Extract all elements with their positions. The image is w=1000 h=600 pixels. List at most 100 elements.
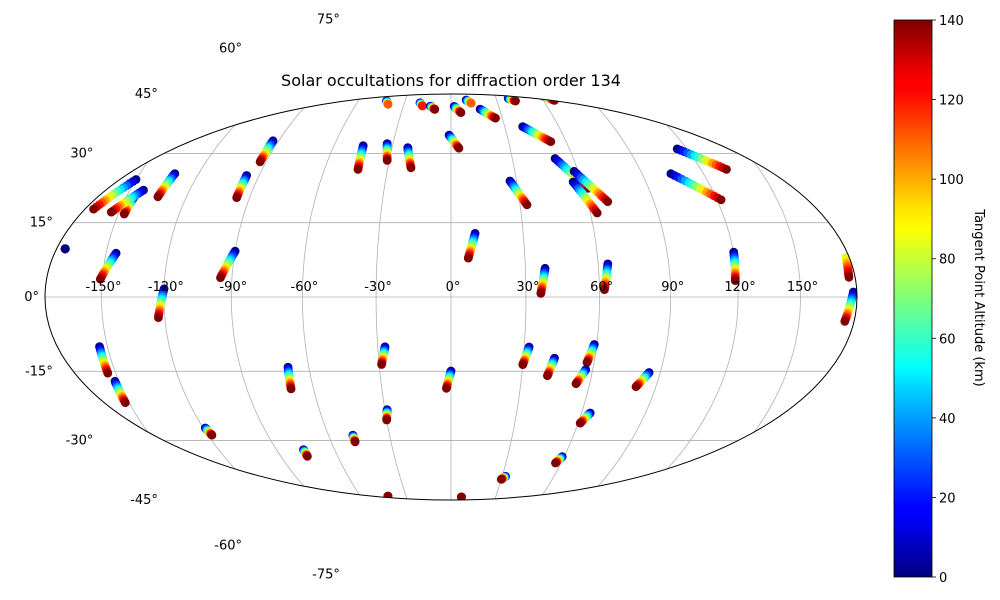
- track-point: [346, 495, 356, 500]
- occultation-track: [496, 471, 510, 484]
- track-point: [844, 272, 854, 282]
- track-point: [307, 94, 316, 99]
- track-point: [119, 209, 129, 219]
- track-point: [137, 437, 146, 447]
- track-point: [543, 371, 552, 381]
- track-point: [170, 462, 180, 472]
- track-point: [632, 106, 642, 116]
- colorbar-gradient: [893, 19, 933, 578]
- track-point: [466, 98, 476, 108]
- colorbar-tick-label: 100: [939, 173, 964, 188]
- track-point: [585, 94, 595, 99]
- track-point: [173, 464, 183, 474]
- track-point: [120, 161, 129, 171]
- track-point: [173, 464, 183, 474]
- track-point: [456, 108, 466, 117]
- track-point: [346, 495, 356, 500]
- track-point: [346, 495, 356, 500]
- track-point: [96, 180, 106, 190]
- track-point: [575, 418, 585, 428]
- track-point: [346, 495, 356, 500]
- track-point: [635, 107, 645, 117]
- track-point: [346, 495, 356, 500]
- track-point: [143, 444, 153, 454]
- track-point: [602, 96, 612, 106]
- track-point: [582, 94, 592, 98]
- track-point: [170, 461, 179, 471]
- track-point: [353, 165, 363, 174]
- occultation-track: [457, 492, 466, 500]
- track-point: [722, 165, 731, 174]
- track-point: [169, 461, 179, 471]
- track-point: [167, 459, 177, 469]
- occultation-track: [505, 176, 532, 210]
- track-point: [536, 289, 546, 298]
- track-point: [308, 94, 318, 98]
- track-point: [154, 313, 163, 322]
- occultation-track: [841, 253, 854, 282]
- occultation-track: [537, 94, 559, 105]
- track-point: [89, 204, 98, 214]
- track-point: [136, 437, 146, 446]
- colorbar-tick-label: 120: [939, 94, 964, 109]
- track-point: [623, 103, 633, 113]
- track-point: [333, 501, 342, 510]
- track-point: [520, 94, 530, 98]
- map-boundary: [44, 93, 858, 501]
- track-point: [172, 463, 181, 473]
- track-point: [336, 503, 345, 512]
- occultation-track: [277, 94, 297, 109]
- track-point: [141, 442, 151, 452]
- occultation-track: [536, 263, 550, 298]
- track-point: [592, 208, 602, 218]
- track-point: [141, 442, 150, 451]
- track-point: [600, 285, 609, 294]
- occultation-track: [729, 247, 740, 286]
- track-point: [109, 169, 119, 179]
- track-point: [168, 460, 178, 470]
- track-point: [278, 98, 288, 108]
- occultation-track: [383, 491, 393, 500]
- track-point: [454, 143, 464, 153]
- track-point: [307, 94, 317, 99]
- occultation-track: [348, 430, 360, 447]
- track-point: [346, 495, 356, 500]
- lon-tick-label: -150°: [85, 280, 121, 295]
- track-point: [608, 98, 618, 108]
- track-point: [457, 492, 466, 500]
- lon-tick-label: 90°: [661, 280, 684, 295]
- occultation-track: [216, 246, 240, 283]
- track-point: [120, 398, 130, 408]
- track-point: [334, 502, 343, 511]
- lat-tick-label: 30°: [70, 146, 93, 161]
- track-point: [95, 274, 105, 284]
- track-point: [346, 495, 356, 500]
- track-point: [91, 185, 101, 195]
- track-point: [338, 504, 347, 513]
- occultation-track: [582, 340, 599, 367]
- occultation-track: [426, 101, 440, 114]
- colorbar-tick-label: 20: [939, 491, 956, 506]
- track-point: [336, 503, 345, 512]
- lon-tick-label: 60°: [590, 280, 613, 295]
- track-point: [106, 207, 116, 217]
- track-point: [144, 445, 154, 455]
- occultation-track: [415, 98, 427, 111]
- colorbar-tick-label: 40: [939, 412, 956, 427]
- track-point: [125, 157, 135, 167]
- track-point: [496, 474, 506, 484]
- occultation-track: [442, 366, 456, 393]
- track-point: [172, 463, 182, 473]
- occultation-track: [89, 175, 141, 214]
- track-point: [609, 97, 619, 106]
- track-point: [283, 94, 293, 103]
- track-point: [335, 502, 344, 511]
- track-point: [138, 439, 148, 449]
- colorbar-label: Tangent Point Altitude (km): [971, 208, 986, 386]
- track-point: [601, 94, 611, 104]
- track-point: [139, 440, 149, 450]
- track-point: [571, 379, 581, 389]
- track-point: [339, 505, 348, 514]
- occultation-track: [840, 287, 857, 326]
- track-point: [307, 94, 317, 98]
